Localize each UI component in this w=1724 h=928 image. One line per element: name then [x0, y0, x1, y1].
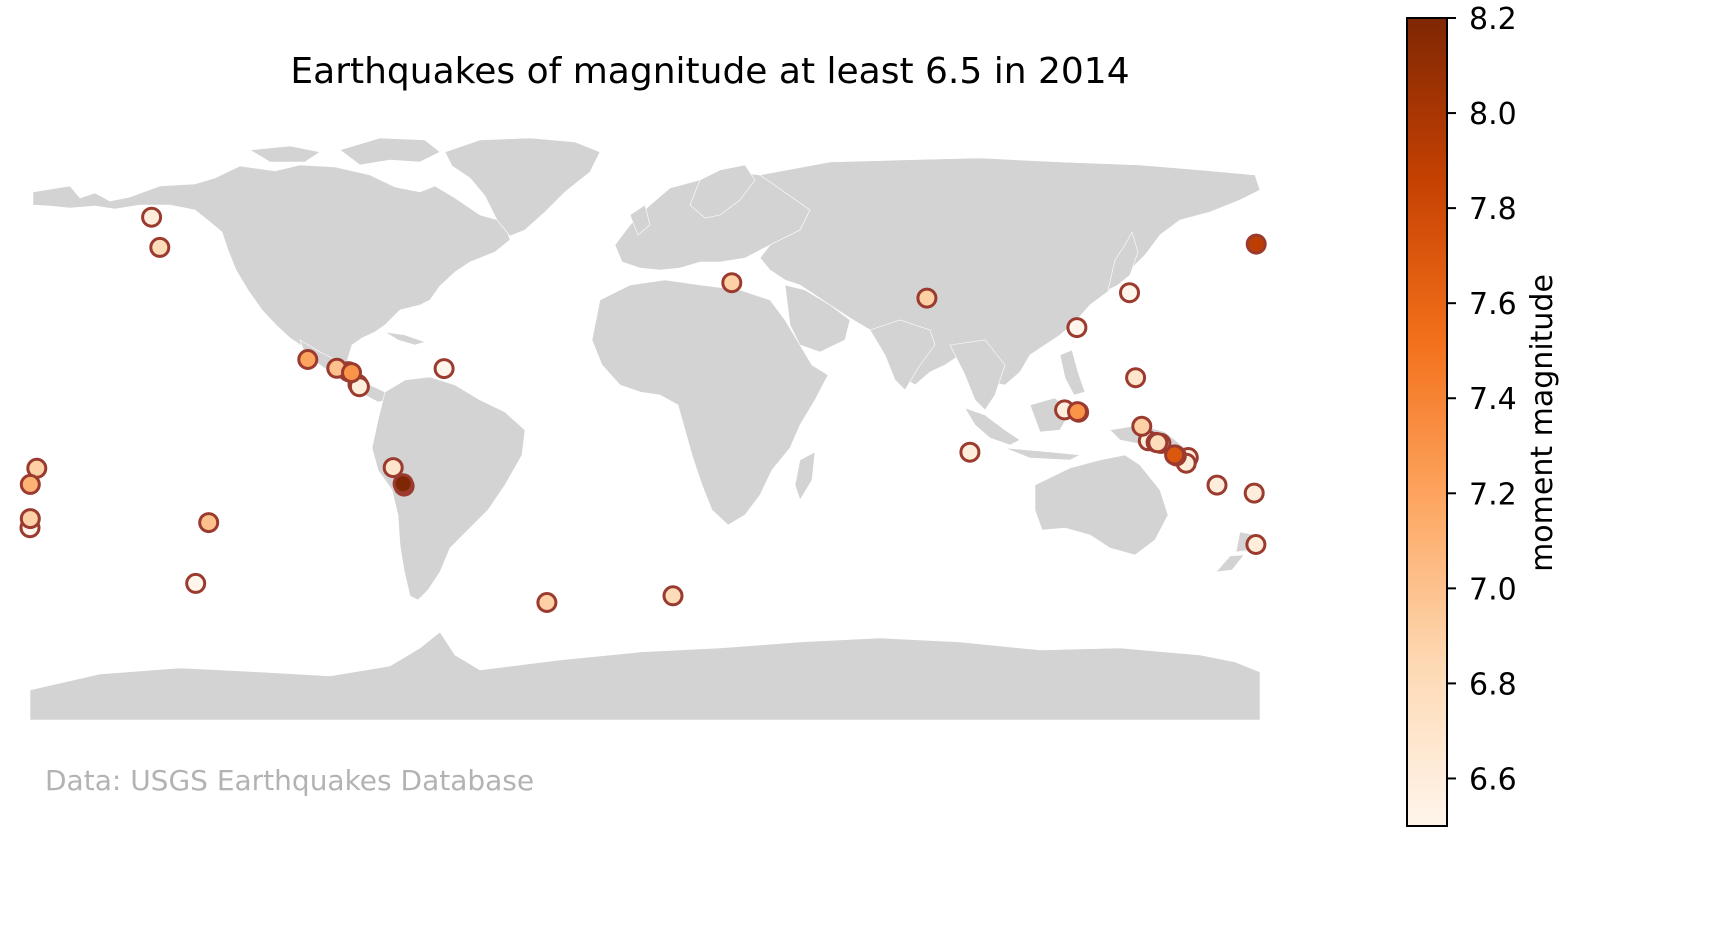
land-indonesia: [964, 407, 1021, 446]
colorbar: 6.6 6.8 7.0 7.2 7.4 7.6 7.8 8.0 8.2 moment magni…: [1406, 2, 1560, 827]
earthquake-marker: [392, 473, 414, 495]
earthquake-marker: [1206, 474, 1228, 496]
land-north-america: [32, 164, 511, 373]
land-polygons: [29, 137, 1261, 721]
land-new-zealand-south: [1215, 554, 1245, 573]
land-arctic-islands-2: [249, 145, 321, 163]
land-india: [869, 319, 936, 391]
earthquake-marker: [1245, 534, 1267, 555]
earthquake-marker: [297, 349, 319, 370]
earthquake-marker: [536, 592, 558, 613]
land-south-america: [371, 376, 526, 601]
earthquake-marker: [198, 512, 220, 534]
earthquake-marker: [1066, 317, 1088, 339]
earthquake-marker: [1119, 282, 1140, 304]
earthquake-marker: [149, 236, 171, 258]
land-madagascar: [794, 451, 816, 501]
land-greenland: [444, 137, 601, 237]
colorbar-tick-label: 7.8: [1469, 192, 1517, 227]
earthquake-marker: [916, 287, 938, 309]
land-africa: [591, 279, 829, 526]
land-caribbean: [384, 331, 426, 346]
earthquake-marker: [721, 272, 743, 294]
earthquake-marker: [1067, 401, 1088, 423]
colorbar-tick-label: 7.6: [1469, 287, 1517, 322]
land-japan: [1107, 231, 1139, 291]
map-title: Earthquakes of magnitude at least 6.5 in…: [290, 51, 1129, 92]
earthquake-marker: [19, 473, 41, 495]
colorbar-tick-label: 6.8: [1469, 667, 1517, 702]
land-philippines: [1059, 349, 1086, 396]
earthquake-marker: [382, 457, 404, 479]
earthquake-marker: [662, 585, 684, 607]
colorbar-label: moment magnitude: [1525, 274, 1560, 572]
land-arabia: [784, 284, 851, 353]
data-credit: Data: USGS Earthquakes Database: [45, 764, 534, 797]
earthquake-marker: [19, 508, 41, 530]
earthquake-marker: [1125, 367, 1147, 389]
land-uk: [629, 204, 651, 236]
earthquake-marker: [959, 441, 981, 463]
land-australia: [1034, 454, 1169, 556]
land-se-asia: [949, 339, 1006, 411]
earthquake-marker: [341, 362, 362, 384]
land-antarctica: [29, 631, 1261, 721]
earthquake-marker: [1243, 482, 1265, 504]
colorbar-tick-label: 7.2: [1469, 477, 1517, 512]
land-scandinavia: [689, 164, 756, 219]
earthquake-marker: [1147, 432, 1169, 454]
colorbar-tick-label: 6.6: [1469, 762, 1517, 797]
earthquake-marker: [1164, 444, 1186, 466]
land-asia: [759, 157, 1261, 386]
earthquake-marker: [1245, 233, 1267, 255]
colorbar-tick-label: 7.0: [1469, 572, 1517, 607]
colorbar-ticks: 6.6 6.8 7.0 7.2 7.4 7.6 7.8 8.0 8.2: [1447, 2, 1517, 797]
colorbar-tick-label: 8.0: [1469, 97, 1517, 132]
colorbar-tick-label: 8.2: [1469, 2, 1517, 37]
land-arctic-islands: [339, 137, 441, 166]
colorbar-gradient: [1406, 17, 1448, 827]
colorbar-tick-label: 7.4: [1469, 382, 1517, 417]
earthquake-marker: [1131, 415, 1153, 437]
earthquake-markers: [19, 206, 1267, 613]
world-map: [19, 137, 1267, 721]
earthquake-marker: [433, 358, 455, 380]
land-java: [1004, 447, 1082, 461]
earthquake-marker: [185, 572, 207, 594]
earthquake-marker: [141, 206, 163, 228]
